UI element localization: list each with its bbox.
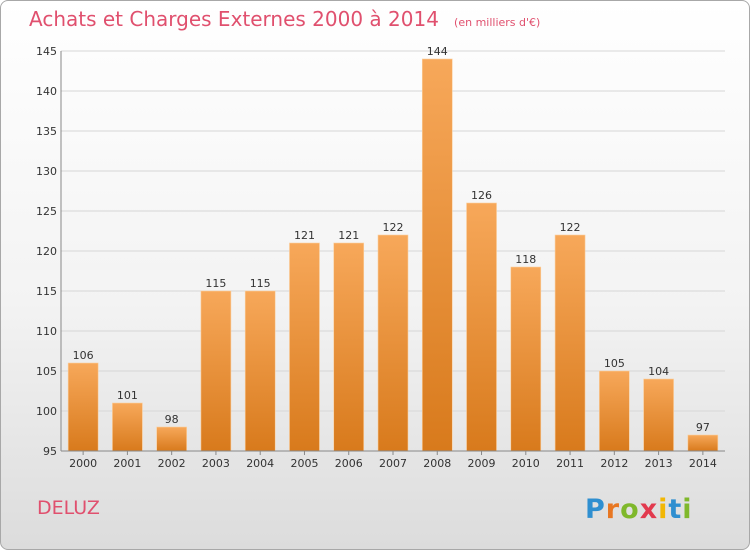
- x-tick-label-2011: 2011: [556, 457, 584, 470]
- bar-2010: [510, 266, 542, 452]
- x-tick-label-2008: 2008: [423, 457, 451, 470]
- bar-2007: [377, 234, 409, 452]
- x-tick-label-2010: 2010: [512, 457, 540, 470]
- bar-2000: [67, 362, 99, 452]
- y-tick-label: 140: [36, 85, 57, 98]
- data-label-2001: 101: [117, 389, 138, 402]
- data-label-2011: 122: [560, 221, 581, 234]
- data-label-2010: 118: [515, 253, 536, 266]
- bar-2009: [466, 202, 497, 452]
- y-tick-label: 95: [43, 445, 57, 458]
- data-label-2008: 144: [427, 45, 448, 58]
- data-label-2002: 98: [165, 413, 179, 426]
- y-tick-label: 105: [36, 365, 57, 378]
- x-tick-label-2012: 2012: [600, 457, 628, 470]
- chart-title: Achats et Charges Externes 2000 à 2014: [29, 7, 439, 31]
- data-label-2003: 115: [205, 277, 226, 290]
- bar-2001: [112, 402, 143, 452]
- y-tick-label: 135: [36, 125, 57, 138]
- x-tick-label-2013: 2013: [645, 457, 673, 470]
- y-tick-label: 100: [36, 405, 57, 418]
- bar-2004: [244, 290, 276, 452]
- svg-text:Proxiti: Proxiti: [585, 494, 693, 525]
- x-tick-label-2009: 2009: [468, 457, 496, 470]
- bar-2006: [333, 242, 365, 452]
- bar-2011: [554, 234, 586, 452]
- bar-2005: [289, 242, 320, 452]
- x-tick-label-2002: 2002: [158, 457, 186, 470]
- x-tick-label-2003: 2003: [202, 457, 230, 470]
- data-label-2006: 121: [338, 229, 359, 242]
- y-tick-label: 115: [36, 285, 57, 298]
- x-tick-label-2001: 2001: [113, 457, 141, 470]
- data-label-2004: 115: [250, 277, 271, 290]
- city-name: DELUZ: [37, 497, 100, 519]
- data-label-2005: 121: [294, 229, 315, 242]
- data-label-2014: 97: [696, 421, 710, 434]
- bar-2014: [687, 434, 719, 452]
- y-tick-label: 110: [36, 325, 57, 338]
- data-label-2009: 126: [471, 189, 492, 202]
- bar-2012: [599, 370, 630, 452]
- y-tick-label: 145: [36, 45, 57, 58]
- y-tick-label: 125: [36, 205, 57, 218]
- bar-2003: [200, 290, 232, 452]
- y-tick-label: 130: [36, 165, 57, 178]
- y-tick-label: 120: [36, 245, 57, 258]
- data-label-2000: 106: [73, 349, 94, 362]
- bar-2002: [156, 426, 187, 452]
- x-tick-label-2007: 2007: [379, 457, 407, 470]
- x-tick-label-2000: 2000: [69, 457, 97, 470]
- data-label-2013: 104: [648, 365, 669, 378]
- chart-subtitle: (en milliers d'€): [454, 16, 541, 29]
- x-tick-label-2005: 2005: [290, 457, 318, 470]
- bar-2013: [643, 378, 674, 452]
- bar-2008: [421, 58, 453, 452]
- data-label-2007: 122: [383, 221, 404, 234]
- x-tick-label-2014: 2014: [689, 457, 717, 470]
- proxiti-logo: Proxiti: [585, 494, 693, 525]
- x-tick-label-2004: 2004: [246, 457, 274, 470]
- chart-title-block: Achats et Charges Externes 2000 à 2014 (…: [29, 7, 540, 31]
- x-tick-label-2006: 2006: [335, 457, 363, 470]
- data-label-2012: 105: [604, 357, 625, 370]
